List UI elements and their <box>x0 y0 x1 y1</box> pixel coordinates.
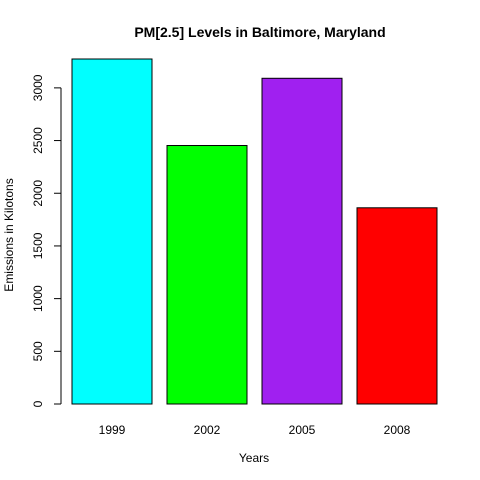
y-axis: 0 500 1000 1500 2000 2500 3000 <box>31 74 62 407</box>
x-tick-label-2008: 2008 <box>384 423 411 437</box>
y-tick-label-0: 0 <box>31 400 45 407</box>
bar-2005 <box>261 77 343 405</box>
bar-1999 <box>71 58 153 405</box>
y-tick-label-2000: 2000 <box>31 180 45 207</box>
y-tick-label-3000: 3000 <box>31 74 45 101</box>
y-tick-label-500: 500 <box>31 341 45 361</box>
bars-group <box>71 58 438 405</box>
x-tick-label-2005: 2005 <box>289 423 316 437</box>
x-tick-label-1999: 1999 <box>99 423 126 437</box>
x-tick-label-2002: 2002 <box>194 423 221 437</box>
y-tick-label-2500: 2500 <box>31 127 45 154</box>
x-tick-labels: 1999 2002 2005 2008 <box>99 423 411 437</box>
bar-2008 <box>356 207 438 405</box>
y-axis-label: Emissions in Kilotons <box>2 178 16 291</box>
chart-title: PM[2.5] Levels in Baltimore, Maryland <box>134 24 385 40</box>
y-tick-label-1500: 1500 <box>31 232 45 259</box>
y-tick-label-1000: 1000 <box>31 285 45 312</box>
x-axis-label: Years <box>239 451 269 465</box>
bar-2002 <box>166 145 248 405</box>
